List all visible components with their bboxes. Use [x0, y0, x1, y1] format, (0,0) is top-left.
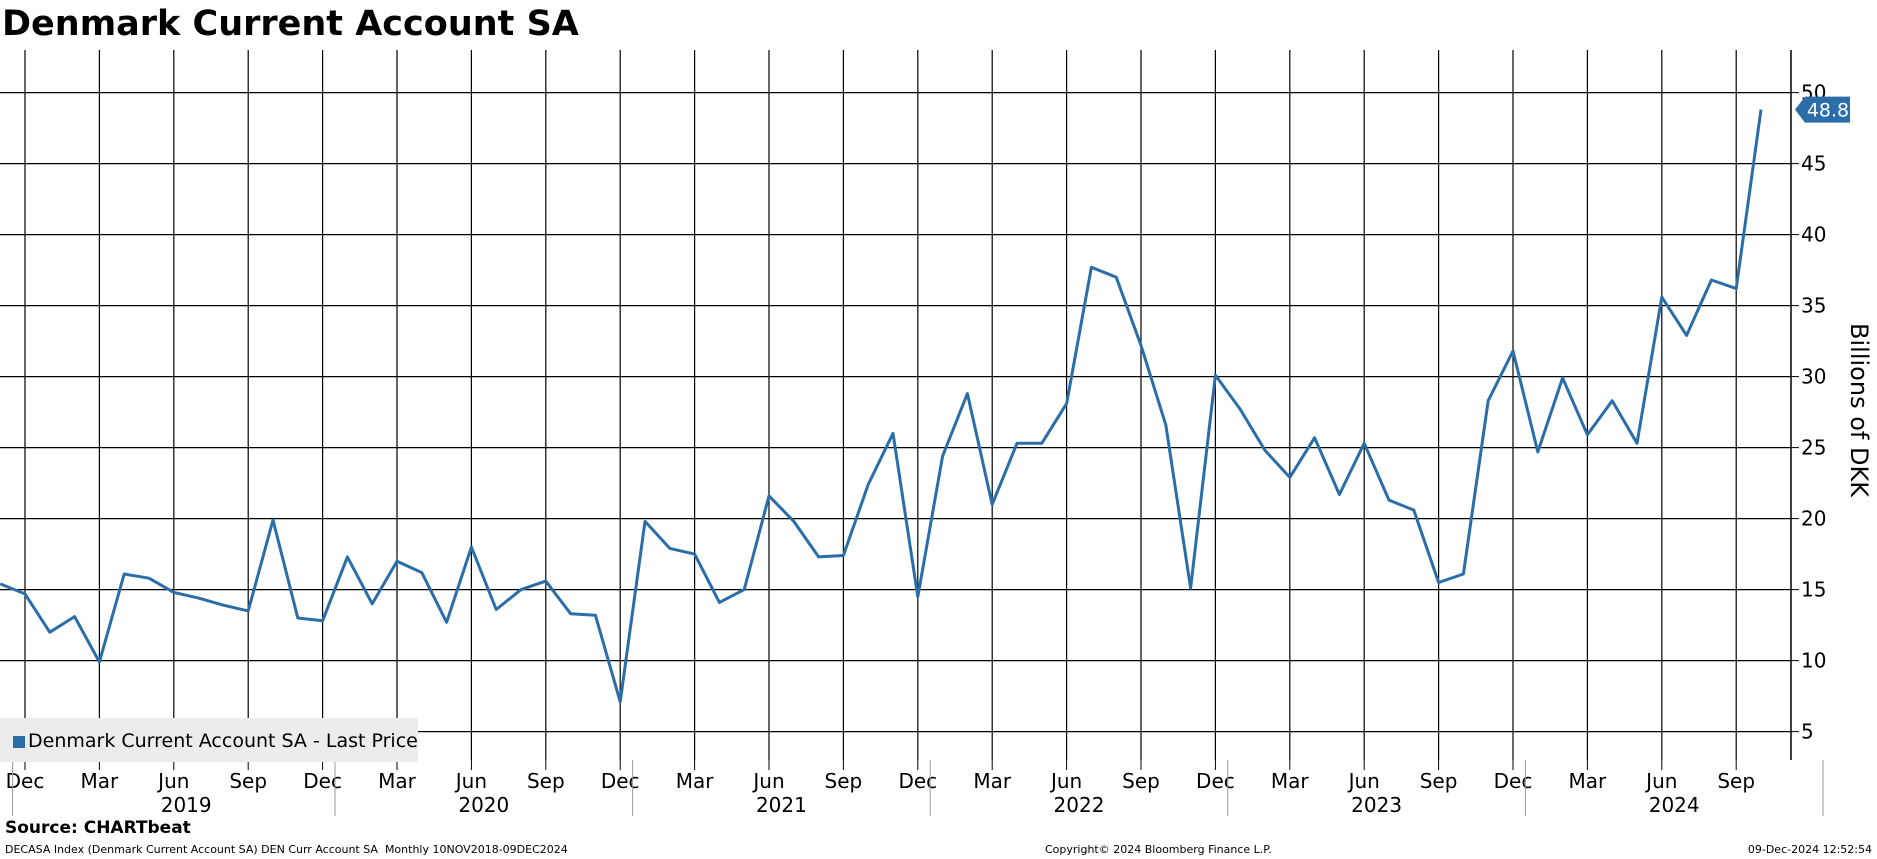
x-tick-label: Sep	[1420, 769, 1458, 793]
x-tick-label: Jun	[1049, 769, 1082, 793]
x-tick-label: Dec	[6, 769, 45, 793]
x-tick-label: Sep	[527, 769, 565, 793]
x-tick-label: Dec	[1494, 769, 1533, 793]
x-tick-label: Mar	[1271, 769, 1310, 793]
y-tick-label: 25	[1801, 436, 1826, 460]
x-year-label: 2024	[1649, 793, 1700, 817]
page-title: Denmark Current Account SA	[2, 4, 579, 44]
x-tick-label: Mar	[973, 769, 1012, 793]
x-tick-label: Dec	[601, 769, 640, 793]
y-tick-label: 5	[1801, 720, 1814, 744]
y-tick-label: 10	[1801, 649, 1826, 673]
x-tick-label: Jun	[156, 769, 189, 793]
x-tick-label: Sep	[1122, 769, 1160, 793]
x-tick-label: Dec	[898, 769, 937, 793]
last-value-marker: 48.8	[1795, 96, 1850, 123]
x-tick-label: Sep	[825, 769, 863, 793]
y-axis-title: Billions of DKK	[1845, 323, 1873, 498]
y-tick-label: 30	[1801, 365, 1826, 389]
y-tick-label: 35	[1801, 294, 1826, 318]
series-layer	[0, 109, 1763, 704]
y-tick-label: 20	[1801, 507, 1826, 531]
x-tick-label: Jun	[751, 769, 784, 793]
vertical-gridlines	[24, 50, 1737, 760]
series-line	[0, 109, 1763, 704]
legend-swatch	[13, 736, 25, 748]
y-tick-label: 40	[1801, 223, 1826, 247]
x-tick-label: Dec	[303, 769, 342, 793]
x-tick-label: Dec	[1196, 769, 1235, 793]
x-year-label: 2019	[161, 793, 212, 817]
x-tick-label: Jun	[1644, 769, 1677, 793]
x-tick-label: Mar	[378, 769, 417, 793]
x-tick-label: Jun	[454, 769, 487, 793]
legend: Denmark Current Account SA - Last Price	[0, 718, 418, 762]
footer-copyright: Copyright© 2024 Bloomberg Finance L.P.	[1045, 843, 1272, 856]
horizontal-gridlines	[0, 91, 1791, 733]
source-note: Source: CHARTbeat	[5, 818, 191, 838]
x-tick-label: Mar	[81, 769, 120, 793]
x-year-label: 2023	[1351, 793, 1402, 817]
x-year-label: 2022	[1054, 793, 1105, 817]
x-tick-label: Mar	[676, 769, 715, 793]
last-value-label: 48.8	[1807, 100, 1849, 122]
last-value-badge	[1795, 96, 1850, 123]
x-tick-label: Sep	[229, 769, 267, 793]
y-tick-label: 15	[1801, 578, 1826, 602]
y-tick-label: 45	[1801, 152, 1826, 176]
legend-label: Denmark Current Account SA - Last Price	[28, 730, 418, 752]
x-tick-label: Mar	[1569, 769, 1608, 793]
x-tick-label: Jun	[1347, 769, 1380, 793]
footer-timestamp: 09-Dec-2024 12:52:54	[1747, 843, 1872, 856]
x-year-label: 2021	[756, 793, 807, 817]
x-axis-ticks: Dec Mar Jun Sep Dec Mar Jun Sep Dec Mar Jun Sep Dec M…	[6, 760, 1824, 817]
x-year-label: 2020	[458, 793, 509, 817]
footer-description: DECASA Index (Denmark Current Account SA…	[5, 843, 568, 856]
x-tick-label: Sep	[1717, 769, 1755, 793]
